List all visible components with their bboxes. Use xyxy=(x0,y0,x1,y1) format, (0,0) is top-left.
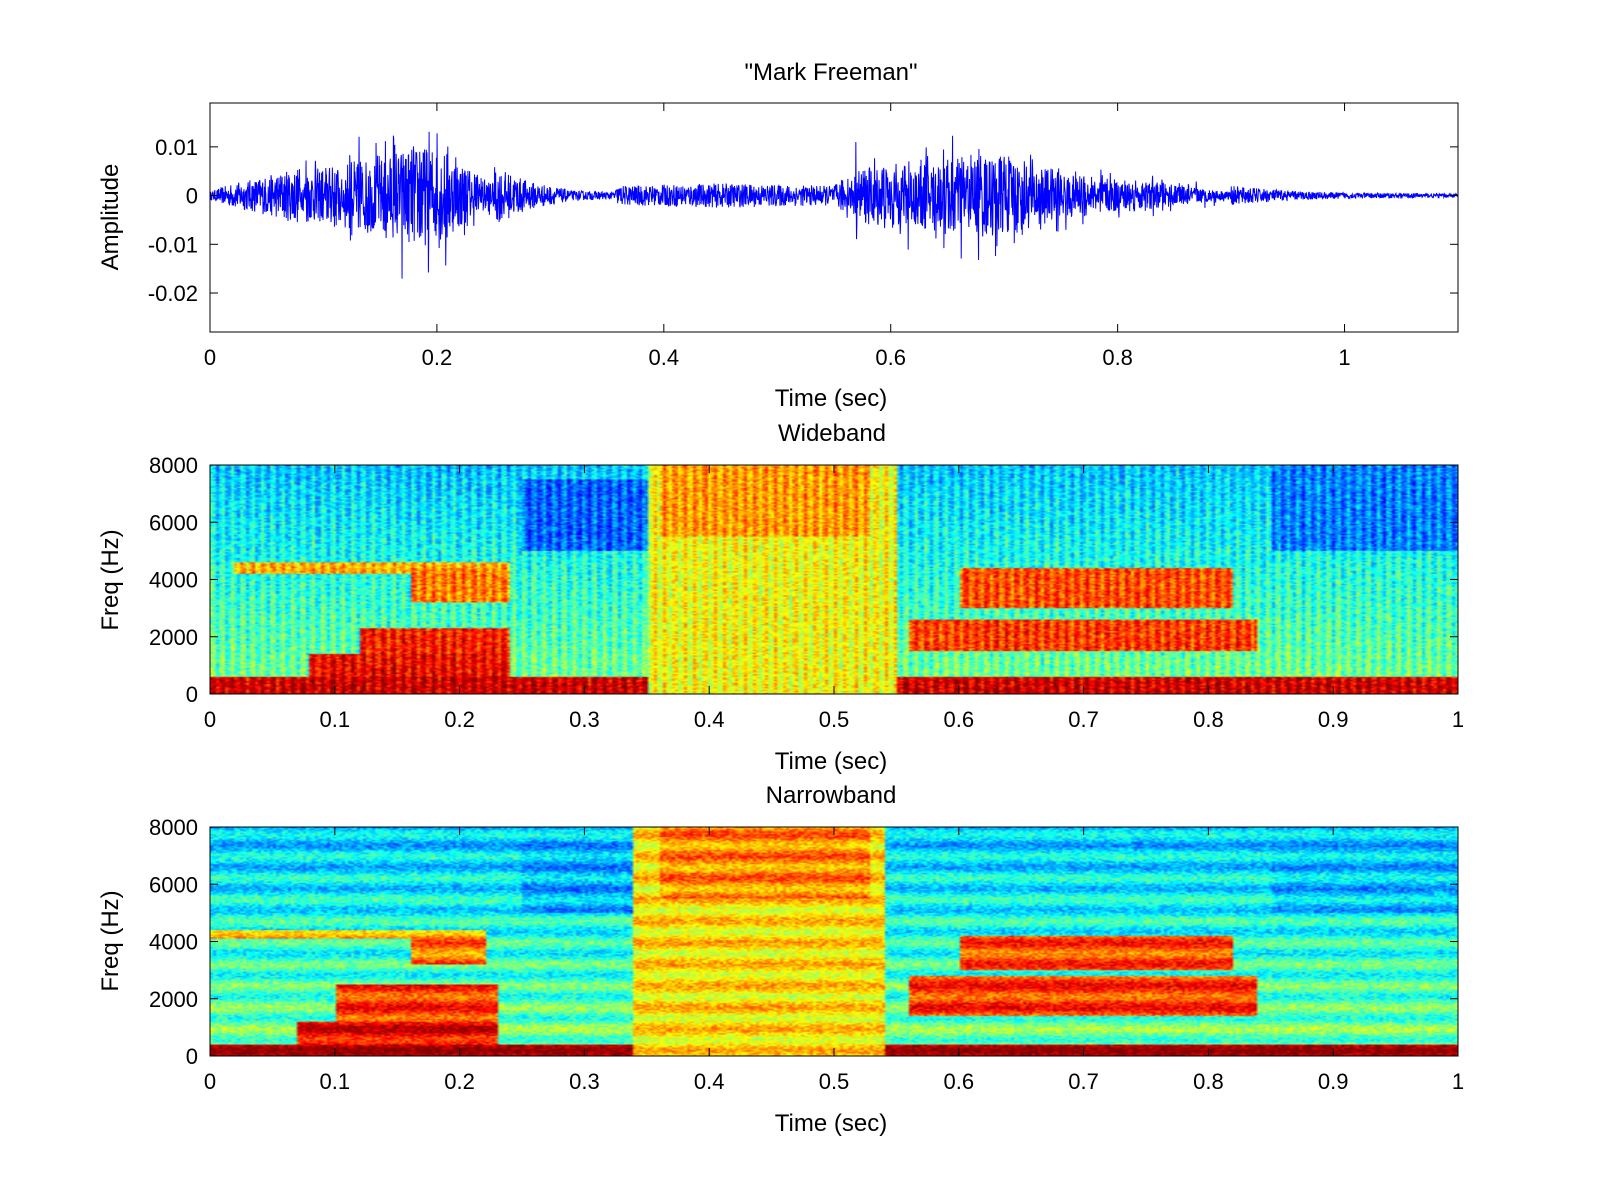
wideband-xtick-label: 1 xyxy=(1452,707,1464,732)
narrowband-xlabel: Time (sec) xyxy=(775,1110,887,1137)
narrowband-title: Narrowband xyxy=(766,782,897,809)
waveform-ytick-label: -0.02 xyxy=(148,281,198,306)
wideband-ytick-label: 6000 xyxy=(149,510,198,535)
narrowband-panel: Narrowband 0 0.1 0.2 0.3 0.4 0.5 0.6 0.7 0.8 0.9 1… xyxy=(97,782,1464,1137)
wideband-ytick-label: 4000 xyxy=(149,568,198,593)
wideband-xtick-label: 0.7 xyxy=(1068,707,1099,732)
waveform-xtick-label: 0.6 xyxy=(875,345,906,370)
narrowband-ytick-label: 0 xyxy=(186,1044,198,1069)
waveform-xtick-label: 1 xyxy=(1338,345,1350,370)
wideband-ytick-label: 2000 xyxy=(149,625,198,650)
narrowband-xtick-label: 1 xyxy=(1452,1069,1464,1094)
wideband-ytick-label: 0 xyxy=(186,682,198,707)
wideband-title: Wideband xyxy=(778,420,886,447)
narrowband-ylabel: Freq (Hz) xyxy=(97,890,124,991)
wideband-spectrogram-image xyxy=(210,465,1458,694)
narrowband-xtick-label: 0.8 xyxy=(1193,1069,1224,1094)
narrowband-xtick-label: 0.1 xyxy=(320,1069,351,1094)
narrowband-ytick-label: 8000 xyxy=(149,815,198,840)
waveform-axes-box xyxy=(209,102,1459,333)
waveform-xtick-label: 0.4 xyxy=(649,345,680,370)
narrowband-xtick-label: 0.6 xyxy=(944,1069,975,1094)
wideband-xtick-label: 0.3 xyxy=(569,707,600,732)
waveform-xtick-label: 0.2 xyxy=(422,345,453,370)
waveform-signal-line xyxy=(210,131,1458,279)
waveform-ylabel: Amplitude xyxy=(97,164,124,271)
wideband-xtick-label: 0.1 xyxy=(320,707,351,732)
waveform-xtick-label: 0.8 xyxy=(1102,345,1133,370)
narrowband-xtick-label: 0 xyxy=(204,1069,216,1094)
waveform-xlabel: Time (sec) xyxy=(775,385,887,412)
wideband-xtick-label: 0.9 xyxy=(1318,707,1349,732)
wideband-xtick-label: 0 xyxy=(204,707,216,732)
narrowband-xtick-label: 0.5 xyxy=(819,1069,850,1094)
narrowband-xtick-label: 0.9 xyxy=(1318,1069,1349,1094)
narrowband-ytick-label: 2000 xyxy=(149,987,198,1012)
waveform-title: "Mark Freeman" xyxy=(744,59,917,86)
narrowband-xtick-label: 0.2 xyxy=(444,1069,475,1094)
wideband-xtick-label: 0.6 xyxy=(944,707,975,732)
waveform-xtick-label: 0 xyxy=(204,345,216,370)
wideband-xtick-label: 0.2 xyxy=(444,707,475,732)
waveform-panel: "Mark Freeman" 0 0.2 0.4 0.6 0.8 1 0.01 0 -0.01… xyxy=(97,59,1459,412)
narrowband-xtick-label: 0.7 xyxy=(1068,1069,1099,1094)
waveform-ytick-label: -0.01 xyxy=(148,232,198,257)
narrowband-xtick-label: 0.3 xyxy=(569,1069,600,1094)
narrowband-spectrogram-image xyxy=(210,827,1458,1056)
waveform-ytick-label: 0.01 xyxy=(155,135,198,160)
wideband-panel: Wideband 0 0.1 0.2 0.3 0.4 0.5 0.6 0.7 0.8 0.9 1 0… xyxy=(97,420,1464,775)
wideband-xtick-label: 0.5 xyxy=(819,707,850,732)
wideband-xtick-label: 0.4 xyxy=(694,707,725,732)
wideband-xlabel: Time (sec) xyxy=(775,748,887,775)
wideband-xtick-label: 0.8 xyxy=(1193,707,1224,732)
wideband-ytick-label: 8000 xyxy=(149,453,198,478)
narrowband-ytick-label: 4000 xyxy=(149,930,198,955)
narrowband-xtick-label: 0.4 xyxy=(694,1069,725,1094)
narrowband-ytick-label: 6000 xyxy=(149,872,198,897)
waveform-ytick-label: 0 xyxy=(186,184,198,209)
wideband-ylabel: Freq (Hz) xyxy=(97,529,124,630)
